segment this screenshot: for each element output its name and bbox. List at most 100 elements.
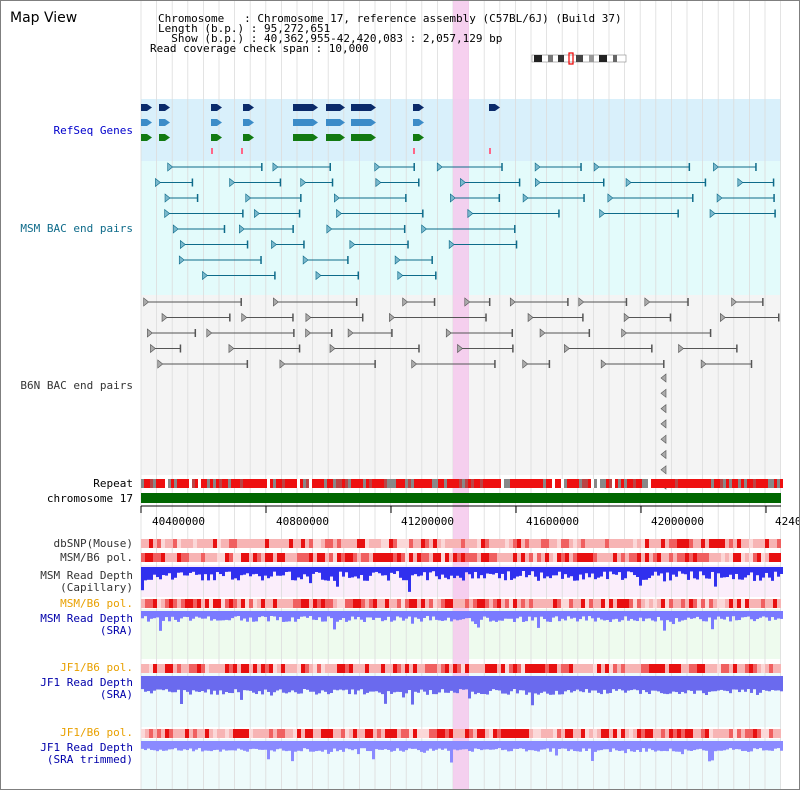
depth-bar xyxy=(690,567,693,572)
gene-feature xyxy=(211,119,217,126)
polymorphism-cell xyxy=(477,729,481,738)
depth-bar xyxy=(519,676,522,691)
polymorphism-cell xyxy=(333,539,337,548)
bac-end-marker xyxy=(191,178,194,187)
msm-bac-label[interactable]: MSM BAC end pairs xyxy=(20,222,133,235)
depth-bar xyxy=(486,567,489,574)
depth-bar xyxy=(762,741,765,751)
polymorphism-cell xyxy=(681,539,685,548)
depth-bar xyxy=(246,676,249,691)
depth-bar xyxy=(318,611,321,618)
polymorphism-cell xyxy=(689,729,693,738)
depth-bar xyxy=(252,611,255,622)
bac-end-marker xyxy=(558,209,560,218)
polymorphism-cell xyxy=(613,539,617,548)
chromosome-ideogram[interactable] xyxy=(531,52,627,65)
depth-bar xyxy=(621,611,624,621)
polymorphism-cell xyxy=(561,539,565,548)
bac-end-marker xyxy=(774,209,776,218)
refseq-genes-label[interactable]: RefSeq Genes xyxy=(53,124,133,137)
polymorphism-cell xyxy=(549,553,553,562)
polymorphism-cell xyxy=(493,664,497,673)
polymorphism-cell xyxy=(453,539,457,548)
depth-bar xyxy=(378,676,381,693)
depth-bar xyxy=(468,611,471,619)
repeat-segment xyxy=(609,479,612,488)
polymorphism-cell xyxy=(333,664,337,673)
bac-end-marker xyxy=(737,177,744,188)
bac-end-marker xyxy=(522,359,529,369)
bac-end-marker xyxy=(298,344,301,353)
polymorphism-cell xyxy=(157,553,161,562)
depth-bar xyxy=(333,567,336,581)
depth-bar xyxy=(489,567,492,574)
polymorphism-cell xyxy=(725,553,729,562)
depth-bar xyxy=(453,611,456,620)
polymorphism-cell xyxy=(677,539,681,548)
polymorphism-cell xyxy=(753,539,757,548)
polymorphism-cell xyxy=(281,729,285,738)
depth-bar xyxy=(696,741,699,750)
depth-bar xyxy=(591,741,594,761)
depth-bar xyxy=(738,567,741,580)
polymorphism-cell xyxy=(213,539,217,548)
b6n-bac-label[interactable]: B6N BAC end pairs xyxy=(20,379,133,392)
bac-end-marker xyxy=(669,313,672,322)
depth-bar xyxy=(507,741,510,752)
bac-end-marker xyxy=(564,343,570,354)
depth-bar xyxy=(552,741,555,749)
polymorphism-cell xyxy=(333,729,337,738)
depth-bar xyxy=(525,676,528,695)
repeat-segment xyxy=(636,479,639,488)
bac-end-marker xyxy=(329,163,331,171)
depth-bar xyxy=(771,567,774,581)
depth-bar xyxy=(612,741,615,749)
polymorphism-cell xyxy=(617,664,621,673)
refseq-genes-features[interactable] xyxy=(141,104,500,154)
polymorphism-cell xyxy=(161,729,165,738)
bac-end-marker xyxy=(660,419,667,429)
depth-bar xyxy=(396,567,399,572)
depth-bar xyxy=(525,741,528,752)
axis-tick-label: 4240 xyxy=(775,515,800,528)
polymorphism-cell xyxy=(193,599,197,608)
gene-mark xyxy=(241,148,243,154)
polymorphism-cell xyxy=(169,729,173,738)
bac-end-marker xyxy=(607,193,614,203)
polymorphism-cell xyxy=(761,599,765,608)
depth-bar xyxy=(759,741,762,749)
polymorphism-cell xyxy=(189,599,193,608)
polymorphism-cell xyxy=(669,664,673,673)
depth-bar xyxy=(522,676,525,691)
depth-bar xyxy=(531,741,534,751)
msm-bac-features[interactable] xyxy=(155,162,776,281)
repeat-segment xyxy=(189,479,192,488)
b6n-bac-features[interactable] xyxy=(143,297,780,490)
depth-bar xyxy=(414,676,417,692)
polymorphism-cell xyxy=(633,729,637,738)
polymorphism-cell xyxy=(145,539,149,548)
depth-bar xyxy=(219,567,222,575)
depth-bar xyxy=(261,676,264,695)
repeat-segment xyxy=(669,479,672,488)
depth-bar xyxy=(159,676,162,690)
depth-bar xyxy=(243,676,246,691)
polymorphism-cell xyxy=(597,729,601,738)
bac-end-marker xyxy=(405,194,407,202)
bac-end-marker xyxy=(292,225,294,233)
bac-end-marker xyxy=(450,193,456,203)
polymorphism-cell xyxy=(661,539,665,548)
polymorphism-cell xyxy=(249,553,253,562)
repeat-segment xyxy=(141,479,144,488)
depth-bar xyxy=(585,741,588,752)
repeat-segment xyxy=(195,479,198,488)
gene-arrow xyxy=(340,104,345,111)
depth-bar xyxy=(351,741,354,751)
polymorphism-cell xyxy=(181,729,185,738)
gene-arrow xyxy=(371,104,376,111)
polymorphism-cell xyxy=(385,539,389,548)
polymorphism-cell xyxy=(633,599,637,608)
depth-bar xyxy=(288,676,291,693)
polymorphism-cell xyxy=(601,553,605,562)
depth-bar xyxy=(468,676,471,699)
